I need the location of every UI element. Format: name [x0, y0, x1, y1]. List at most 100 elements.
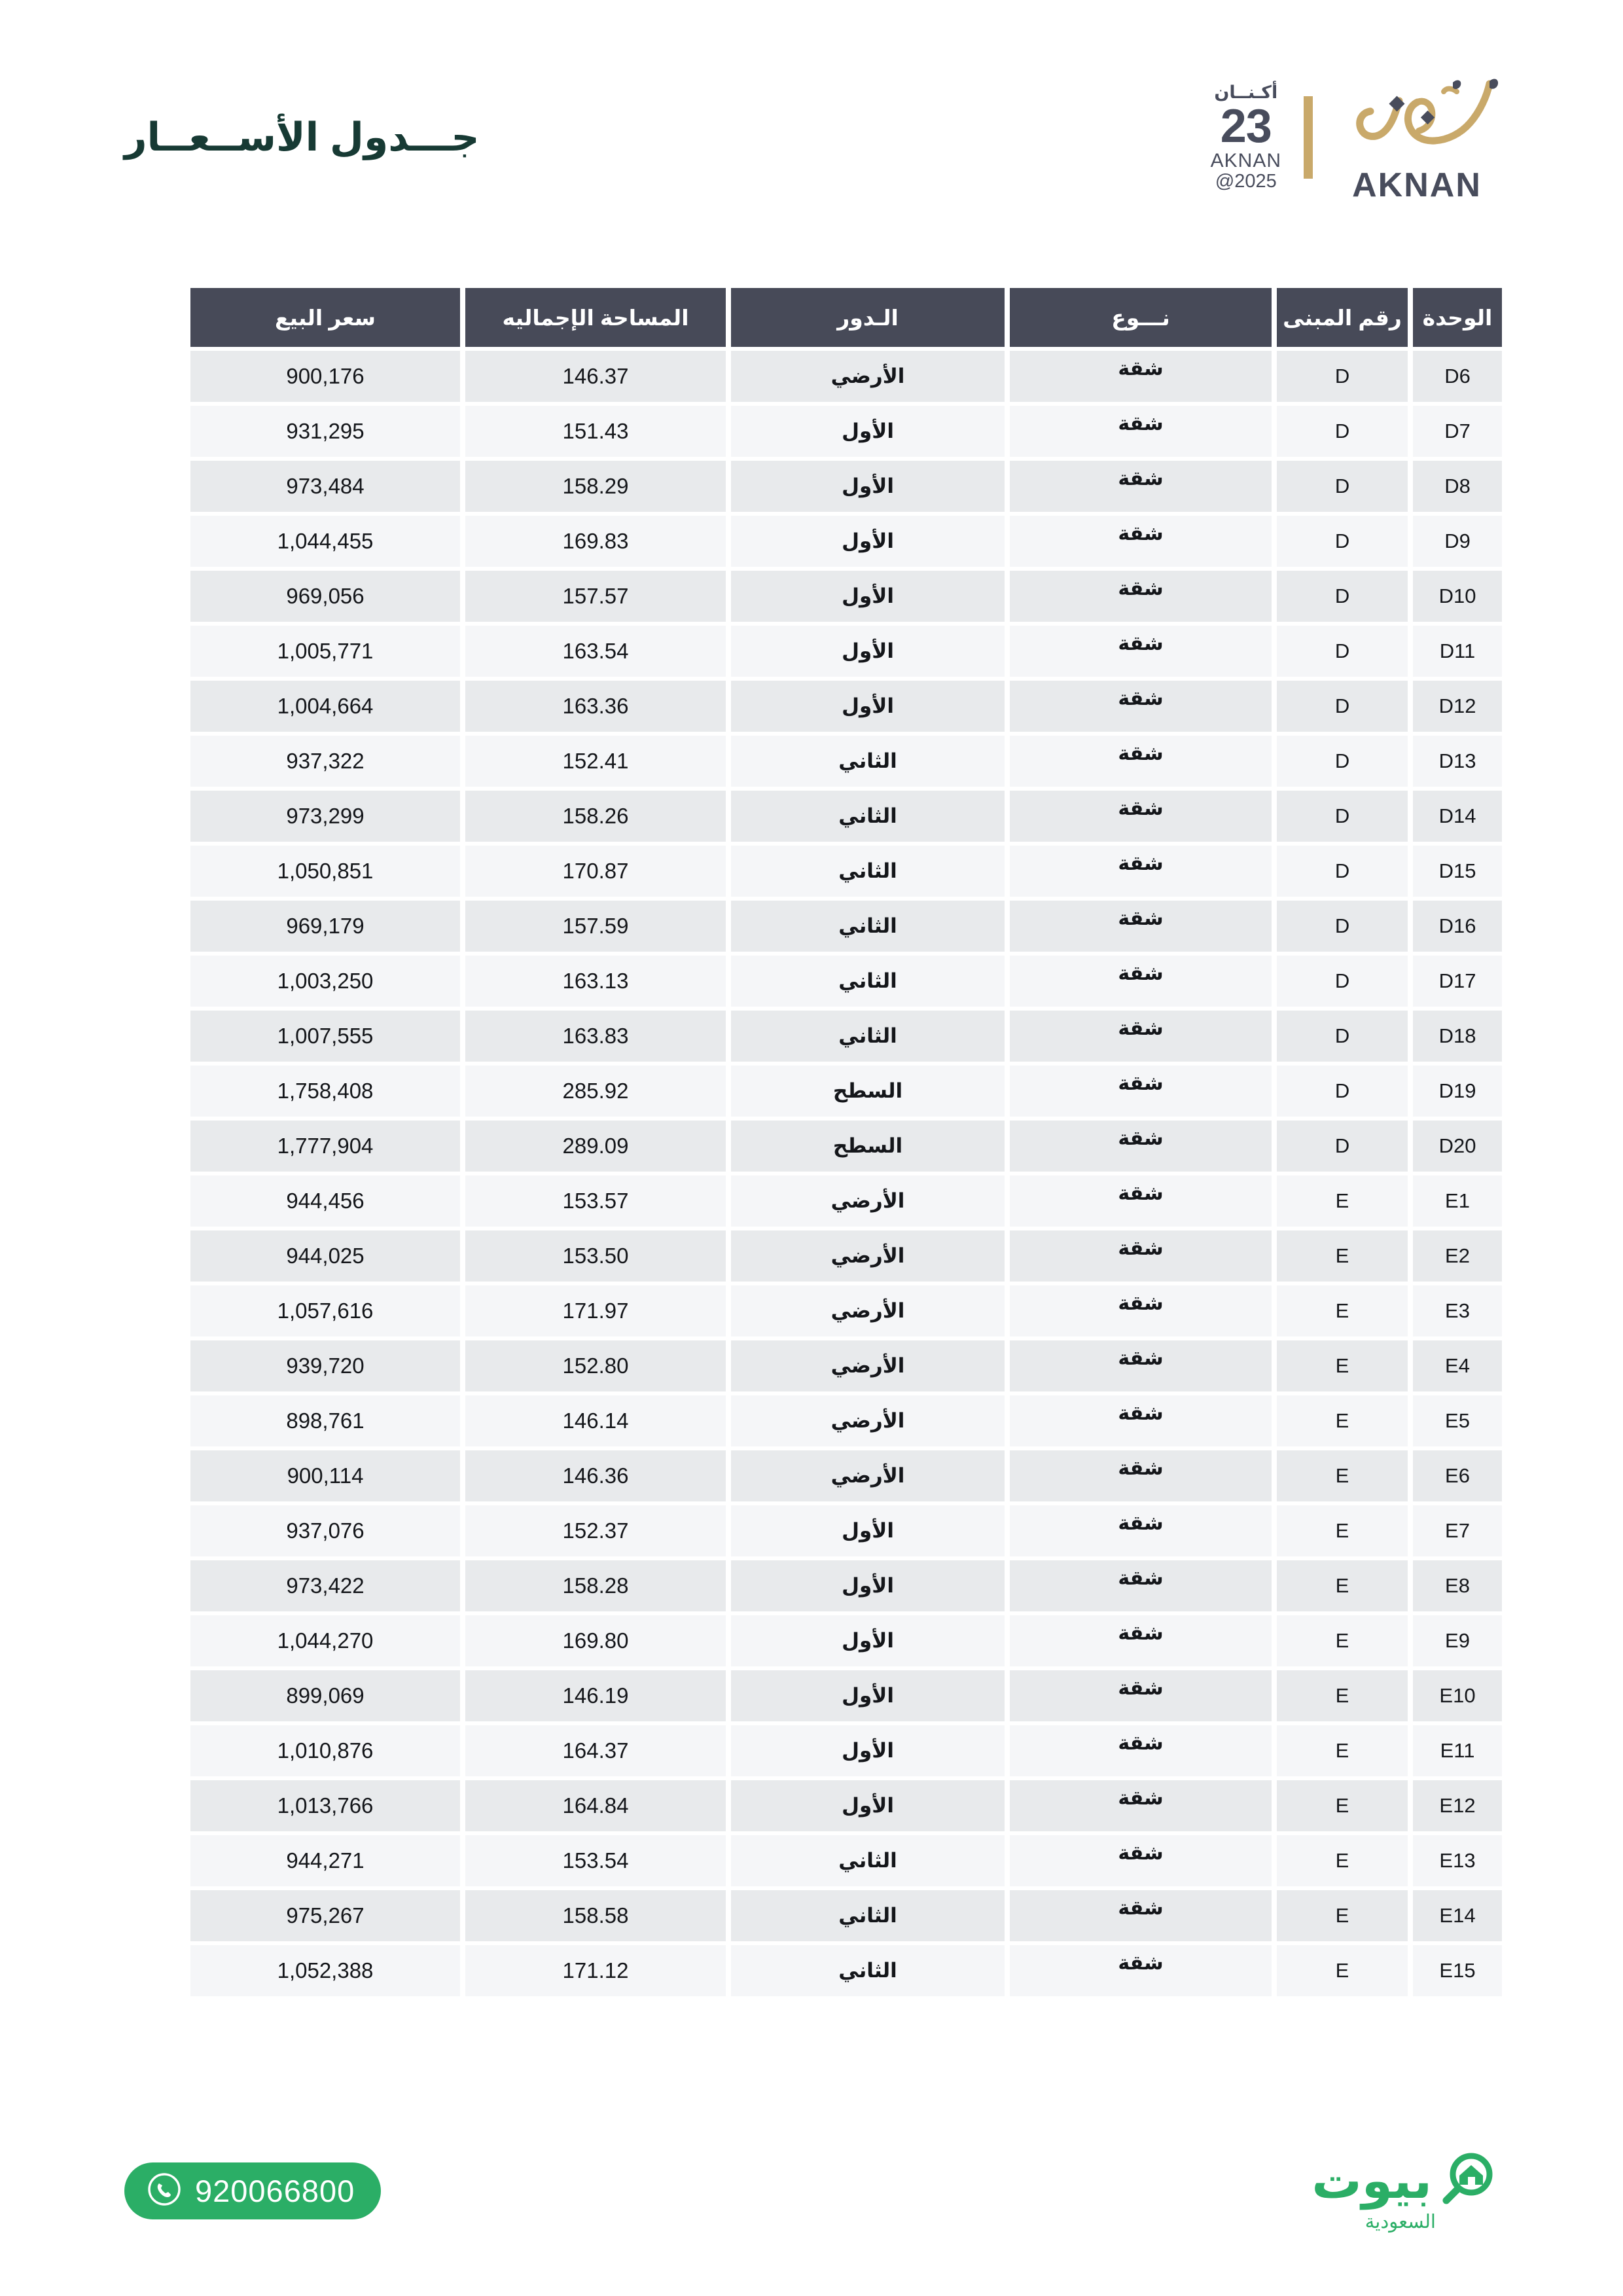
cell-price: 1,050,851: [190, 846, 460, 897]
cell-type: شقة: [1010, 1670, 1272, 1721]
cell-price: 973,484: [190, 461, 460, 512]
table-row: E2 E شقة الأرضي 153.50 944,025: [121, 1230, 1502, 1282]
cell-price: 1,777,904: [190, 1121, 460, 1172]
cell-area: 164.84: [465, 1780, 726, 1831]
table-row: D17 D شقة الثاني 163.13 1,003,250: [121, 956, 1502, 1007]
table-row: E11 E شقة الأول 164.37 1,010,876: [121, 1725, 1502, 1776]
cell-unit: D15: [1413, 846, 1502, 897]
column-header-unit: الوحدة: [1413, 288, 1502, 347]
cell-floor: الثاني: [731, 1945, 1005, 1996]
cell-building: E: [1277, 1890, 1408, 1941]
cell-building: E: [1277, 1340, 1408, 1391]
cell-type: شقة: [1010, 1066, 1272, 1117]
cell-unit: E5: [1413, 1395, 1502, 1446]
cell-building: D: [1277, 736, 1408, 787]
cell-unit: E9: [1413, 1615, 1502, 1666]
cell-unit: D8: [1413, 461, 1502, 512]
cell-floor: الأرضي: [731, 1395, 1005, 1446]
cell-unit: D20: [1413, 1121, 1502, 1172]
table-body: D6 D شقة الأرضي 146.37 900,176 D7 D شقة الأول 151.…: [121, 351, 1502, 2000]
cell-building: E: [1277, 1175, 1408, 1227]
cell-unit: D18: [1413, 1011, 1502, 1062]
cell-price: 900,114: [190, 1450, 460, 1501]
cell-building: E: [1277, 1505, 1408, 1556]
cell-type: شقة: [1010, 1175, 1272, 1227]
cell-unit: D17: [1413, 956, 1502, 1007]
aknan-badge-latin-label: AKNAN: [1210, 150, 1281, 172]
cell-unit: D16: [1413, 901, 1502, 952]
cell-floor: الثاني: [731, 1011, 1005, 1062]
cell-building: E: [1277, 1560, 1408, 1611]
cell-unit: D11: [1413, 626, 1502, 677]
cell-type: شقة: [1010, 406, 1272, 457]
cell-type: شقة: [1010, 1505, 1272, 1556]
table-row: D10 D شقة الأول 157.57 969,056: [121, 571, 1502, 622]
cell-price: 944,025: [190, 1230, 460, 1282]
aknan-arabic-calligraphy-icon: [1335, 73, 1499, 162]
bayut-logo: بيوت السعودية: [1311, 2148, 1499, 2233]
cell-price: 898,761: [190, 1395, 460, 1446]
cell-floor: الأول: [731, 1780, 1005, 1831]
cell-price: 944,271: [190, 1835, 460, 1886]
cell-floor: الأول: [731, 461, 1005, 512]
cell-floor: الأول: [731, 516, 1005, 567]
cell-type: شقة: [1010, 351, 1272, 402]
cell-unit: E12: [1413, 1780, 1502, 1831]
cell-price: 1,052,388: [190, 1945, 460, 1996]
table-row: E8 E شقة الأول 158.28 973,422: [121, 1560, 1502, 1611]
cell-unit: D12: [1413, 681, 1502, 732]
table-row: E10 E شقة الأول 146.19 899,069: [121, 1670, 1502, 1721]
cell-floor: الأول: [731, 626, 1005, 677]
cell-type: شقة: [1010, 901, 1272, 952]
cell-type: شقة: [1010, 956, 1272, 1007]
cell-building: D: [1277, 1066, 1408, 1117]
cell-type: شقة: [1010, 516, 1272, 567]
cell-building: E: [1277, 1725, 1408, 1776]
cell-area: 152.37: [465, 1505, 726, 1556]
table-row: E9 E شقة الأول 169.80 1,044,270: [121, 1615, 1502, 1666]
cell-unit: D6: [1413, 351, 1502, 402]
cell-price: 1,057,616: [190, 1285, 460, 1336]
cell-unit: E11: [1413, 1725, 1502, 1776]
cell-floor: الأول: [731, 1670, 1005, 1721]
cell-area: 163.13: [465, 956, 726, 1007]
cell-price: 899,069: [190, 1670, 460, 1721]
phone-button[interactable]: 920066800: [124, 2162, 382, 2219]
cell-floor: الأول: [731, 1725, 1005, 1776]
page-footer: 920066800 بيوت السعودية: [124, 2148, 1499, 2233]
cell-area: 158.58: [465, 1890, 726, 1941]
phone-number: 920066800: [195, 2173, 355, 2208]
cell-area: 163.83: [465, 1011, 726, 1062]
column-header-price: سعر البيع: [190, 288, 460, 347]
cell-building: E: [1277, 1780, 1408, 1831]
cell-floor: الثاني: [731, 901, 1005, 952]
cell-type: شقة: [1010, 1725, 1272, 1776]
column-header-building: رقم المبنى: [1277, 288, 1408, 347]
table-row: D15 D شقة الثاني 170.87 1,050,851: [121, 846, 1502, 897]
cell-type: شقة: [1010, 1230, 1272, 1282]
cell-floor: الثاني: [731, 1890, 1005, 1941]
cell-area: 163.54: [465, 626, 726, 677]
cell-unit: D13: [1413, 736, 1502, 787]
cell-building: D: [1277, 956, 1408, 1007]
cell-unit: D14: [1413, 791, 1502, 842]
cell-unit: E8: [1413, 1560, 1502, 1611]
cell-floor: الثاني: [731, 956, 1005, 1007]
phone-circle-icon: [147, 2172, 182, 2210]
column-header-area: المساحة الإجماليه: [465, 288, 726, 347]
cell-unit: E3: [1413, 1285, 1502, 1336]
cell-floor: الأول: [731, 571, 1005, 622]
table-row: D19 D شقة السطح 285.92 1,758,408: [121, 1066, 1502, 1117]
cell-price: 973,422: [190, 1560, 460, 1611]
cell-price: 1,004,664: [190, 681, 460, 732]
cell-price: 973,299: [190, 791, 460, 842]
cell-building: E: [1277, 1615, 1408, 1666]
cell-building: E: [1277, 1230, 1408, 1282]
cell-building: D: [1277, 1121, 1408, 1172]
cell-floor: الأرضي: [731, 351, 1005, 402]
cell-floor: الأرضي: [731, 1285, 1005, 1336]
cell-type: شقة: [1010, 1450, 1272, 1501]
cell-type: شقة: [1010, 1780, 1272, 1831]
cell-price: 1,044,455: [190, 516, 460, 567]
table-row: E14 E شقة الثاني 158.58 975,267: [121, 1890, 1502, 1941]
